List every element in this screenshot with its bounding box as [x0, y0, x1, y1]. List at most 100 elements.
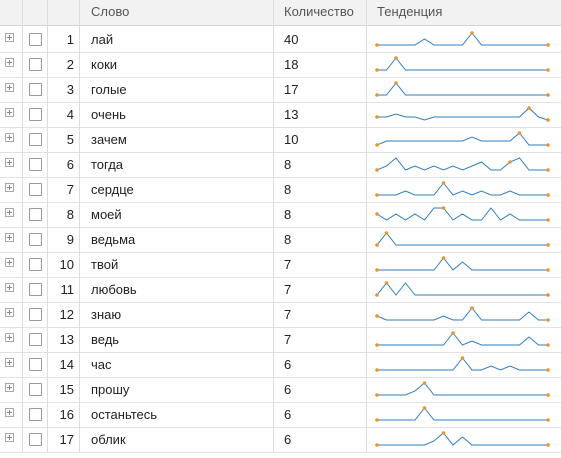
word-cell: зачем — [91, 132, 127, 147]
row-checkbox[interactable] — [29, 83, 42, 96]
table-row[interactable]: 5 зачем 10 — [0, 127, 561, 153]
count-cell: 8 — [284, 232, 292, 247]
table-row[interactable]: 1 лай 40 — [0, 27, 561, 53]
trend-end-marker — [375, 343, 379, 347]
row-checkbox[interactable] — [29, 333, 42, 346]
trend-line — [376, 282, 548, 296]
expand-row-icon[interactable] — [5, 83, 14, 92]
trend-end-marker — [375, 143, 379, 147]
expand-row-icon[interactable] — [5, 108, 14, 117]
trend-peak-marker — [422, 406, 427, 410]
trend-sparkline — [375, 381, 550, 397]
trend-end-marker — [546, 393, 550, 397]
table-row[interactable]: 4 очень 13 — [0, 102, 561, 128]
trend-line — [377, 107, 549, 121]
trend-end-marker — [546, 368, 550, 372]
expand-row-icon[interactable] — [5, 333, 14, 342]
trend-peak-marker — [470, 306, 474, 310]
trend-end-marker — [375, 93, 379, 97]
trend-end-marker — [546, 318, 550, 322]
table-row[interactable]: 17 облик 6 — [0, 427, 561, 453]
row-checkbox[interactable] — [29, 233, 42, 246]
row-checkbox[interactable] — [29, 433, 42, 446]
expand-row-icon[interactable] — [5, 33, 14, 42]
table-row[interactable]: 14 час 6 — [0, 352, 561, 378]
row-checkbox[interactable] — [29, 183, 42, 196]
expand-row-icon[interactable] — [5, 283, 14, 292]
trend-peak-marker — [394, 56, 398, 60]
row-checkbox[interactable] — [29, 358, 42, 371]
table-row[interactable]: 3 голые 17 — [0, 77, 561, 103]
row-checkbox[interactable] — [29, 58, 42, 71]
expand-row-icon[interactable] — [5, 258, 14, 267]
row-checkbox[interactable] — [29, 133, 42, 146]
expand-row-icon[interactable] — [5, 58, 14, 67]
expand-row-icon[interactable] — [5, 358, 14, 367]
row-index: 3 — [66, 82, 74, 97]
count-cell: 8 — [284, 157, 292, 172]
word-cell: очень — [91, 107, 126, 122]
row-checkbox[interactable] — [29, 308, 42, 321]
trend-peak-marker — [441, 181, 446, 185]
table-row[interactable]: 16 останьтесь 6 — [0, 402, 561, 428]
row-index: 14 — [59, 357, 74, 372]
trend-end-marker — [546, 93, 550, 97]
trend-peak-marker — [517, 131, 522, 135]
trend-sparkline — [375, 331, 550, 347]
expand-row-icon[interactable] — [5, 158, 14, 167]
row-checkbox[interactable] — [29, 158, 42, 171]
row-index: 4 — [66, 107, 74, 122]
trend-peak-marker — [422, 381, 427, 385]
trend-peak-marker — [441, 206, 446, 210]
table-row[interactable]: 2 коки 18 — [0, 52, 561, 78]
expand-row-icon[interactable] — [5, 433, 14, 442]
expand-row-icon[interactable] — [5, 408, 14, 417]
row-checkbox[interactable] — [29, 33, 42, 46]
expand-row-icon[interactable] — [5, 183, 14, 192]
table-row[interactable]: 12 знаю 7 — [0, 302, 561, 328]
row-checkbox[interactable] — [29, 108, 42, 121]
row-checkbox[interactable] — [29, 258, 42, 271]
count-cell: 17 — [284, 82, 299, 97]
row-index: 1 — [66, 32, 74, 47]
trend-sparkline — [375, 206, 550, 222]
trend-sparkline — [375, 106, 550, 122]
expand-row-icon[interactable] — [5, 308, 14, 317]
word-cell: облик — [91, 432, 126, 447]
row-checkbox[interactable] — [29, 383, 42, 396]
header-count[interactable]: Количество — [284, 4, 354, 19]
table-row[interactable]: 11 любовь 7 — [0, 277, 561, 303]
trend-end-marker — [375, 268, 379, 272]
expand-row-icon[interactable] — [5, 208, 14, 217]
expand-row-icon[interactable] — [5, 233, 14, 242]
trend-peak-marker — [460, 356, 465, 360]
trend-peak-marker — [527, 106, 531, 110]
table-row[interactable]: 9 ведьма 8 — [0, 227, 561, 253]
trend-end-marker — [546, 193, 550, 197]
trend-sparkline — [375, 406, 550, 422]
table-row[interactable]: 13 ведь 7 — [0, 327, 561, 353]
trend-peak-marker — [441, 256, 446, 260]
word-cell: ведьма — [91, 232, 136, 247]
trend-sparkline — [375, 431, 550, 447]
count-cell: 8 — [284, 182, 292, 197]
word-cell: твой — [91, 257, 119, 272]
header-word[interactable]: Слово — [91, 4, 130, 19]
table-row[interactable]: 6 тогда 8 — [0, 152, 561, 178]
trend-end-marker — [546, 118, 550, 122]
row-checkbox[interactable] — [29, 283, 42, 296]
row-checkbox[interactable] — [29, 208, 42, 221]
table-row[interactable]: 8 моей 8 — [0, 202, 561, 228]
table-row[interactable]: 15 прошу 6 — [0, 377, 561, 403]
trend-sparkline — [375, 356, 550, 372]
count-cell: 18 — [284, 57, 299, 72]
row-checkbox[interactable] — [29, 408, 42, 421]
header-trend[interactable]: Тенденция — [377, 4, 443, 19]
expand-row-icon[interactable] — [5, 133, 14, 142]
expand-row-icon[interactable] — [5, 383, 14, 392]
trend-line — [377, 82, 548, 96]
column-divider — [47, 0, 48, 452]
table-row[interactable]: 10 твой 7 — [0, 252, 561, 278]
table-row[interactable]: 7 сердце 8 — [0, 177, 561, 203]
trend-line — [376, 207, 548, 221]
